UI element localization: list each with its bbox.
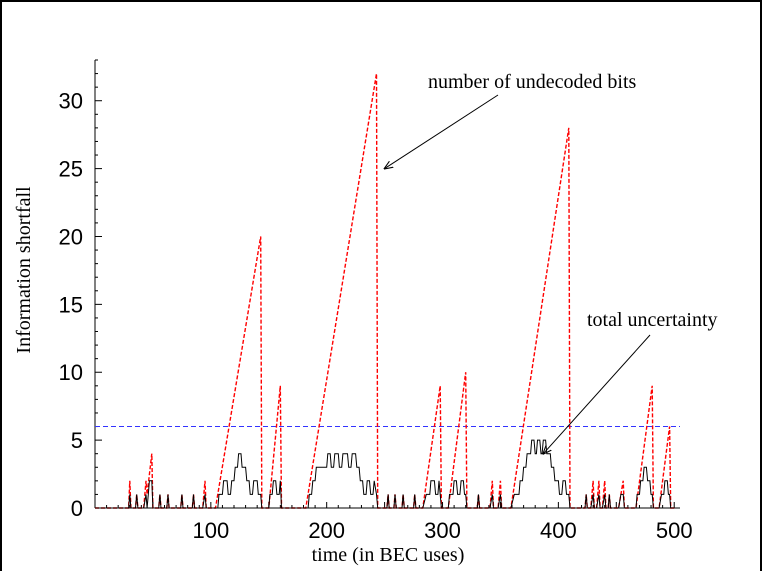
x-tick-label: 200 — [308, 518, 345, 543]
y-tick-label: 20 — [59, 224, 83, 249]
y-tick-labels: 0 5 10 15 20 25 30 — [59, 89, 83, 521]
x-tick-label: 400 — [540, 518, 577, 543]
annotation-arrow — [543, 334, 651, 454]
y-tick-label: 10 — [59, 360, 83, 385]
series-layer — [95, 73, 675, 509]
x-tick-label: 100 — [192, 518, 229, 543]
y-minor-ticks — [95, 59, 102, 509]
series-undecoded-bits — [95, 73, 675, 509]
annotation-arrow — [385, 94, 499, 169]
series-total-uncertainty — [95, 439, 675, 509]
axes — [94, 60, 680, 509]
y-axis-title: Information shortfall — [13, 186, 35, 354]
y-tick-label: 30 — [59, 89, 83, 114]
x-axis-title: time (in BEC uses) — [312, 544, 465, 566]
annotation-layer: number of undecoded bits total uncertain… — [385, 71, 718, 454]
annotation-label: total uncertainty — [587, 309, 718, 331]
x-tick-labels: 100 200 300 400 500 — [192, 518, 692, 543]
y-tick-label: 5 — [71, 428, 83, 453]
y-tick-label: 0 — [71, 496, 83, 521]
y-tick-label: 25 — [59, 157, 83, 182]
x-tick-label: 500 — [656, 518, 693, 543]
x-tick-label: 300 — [424, 518, 461, 543]
annotation-label: number of undecoded bits — [428, 71, 636, 93]
y-tick-label: 15 — [59, 292, 83, 317]
